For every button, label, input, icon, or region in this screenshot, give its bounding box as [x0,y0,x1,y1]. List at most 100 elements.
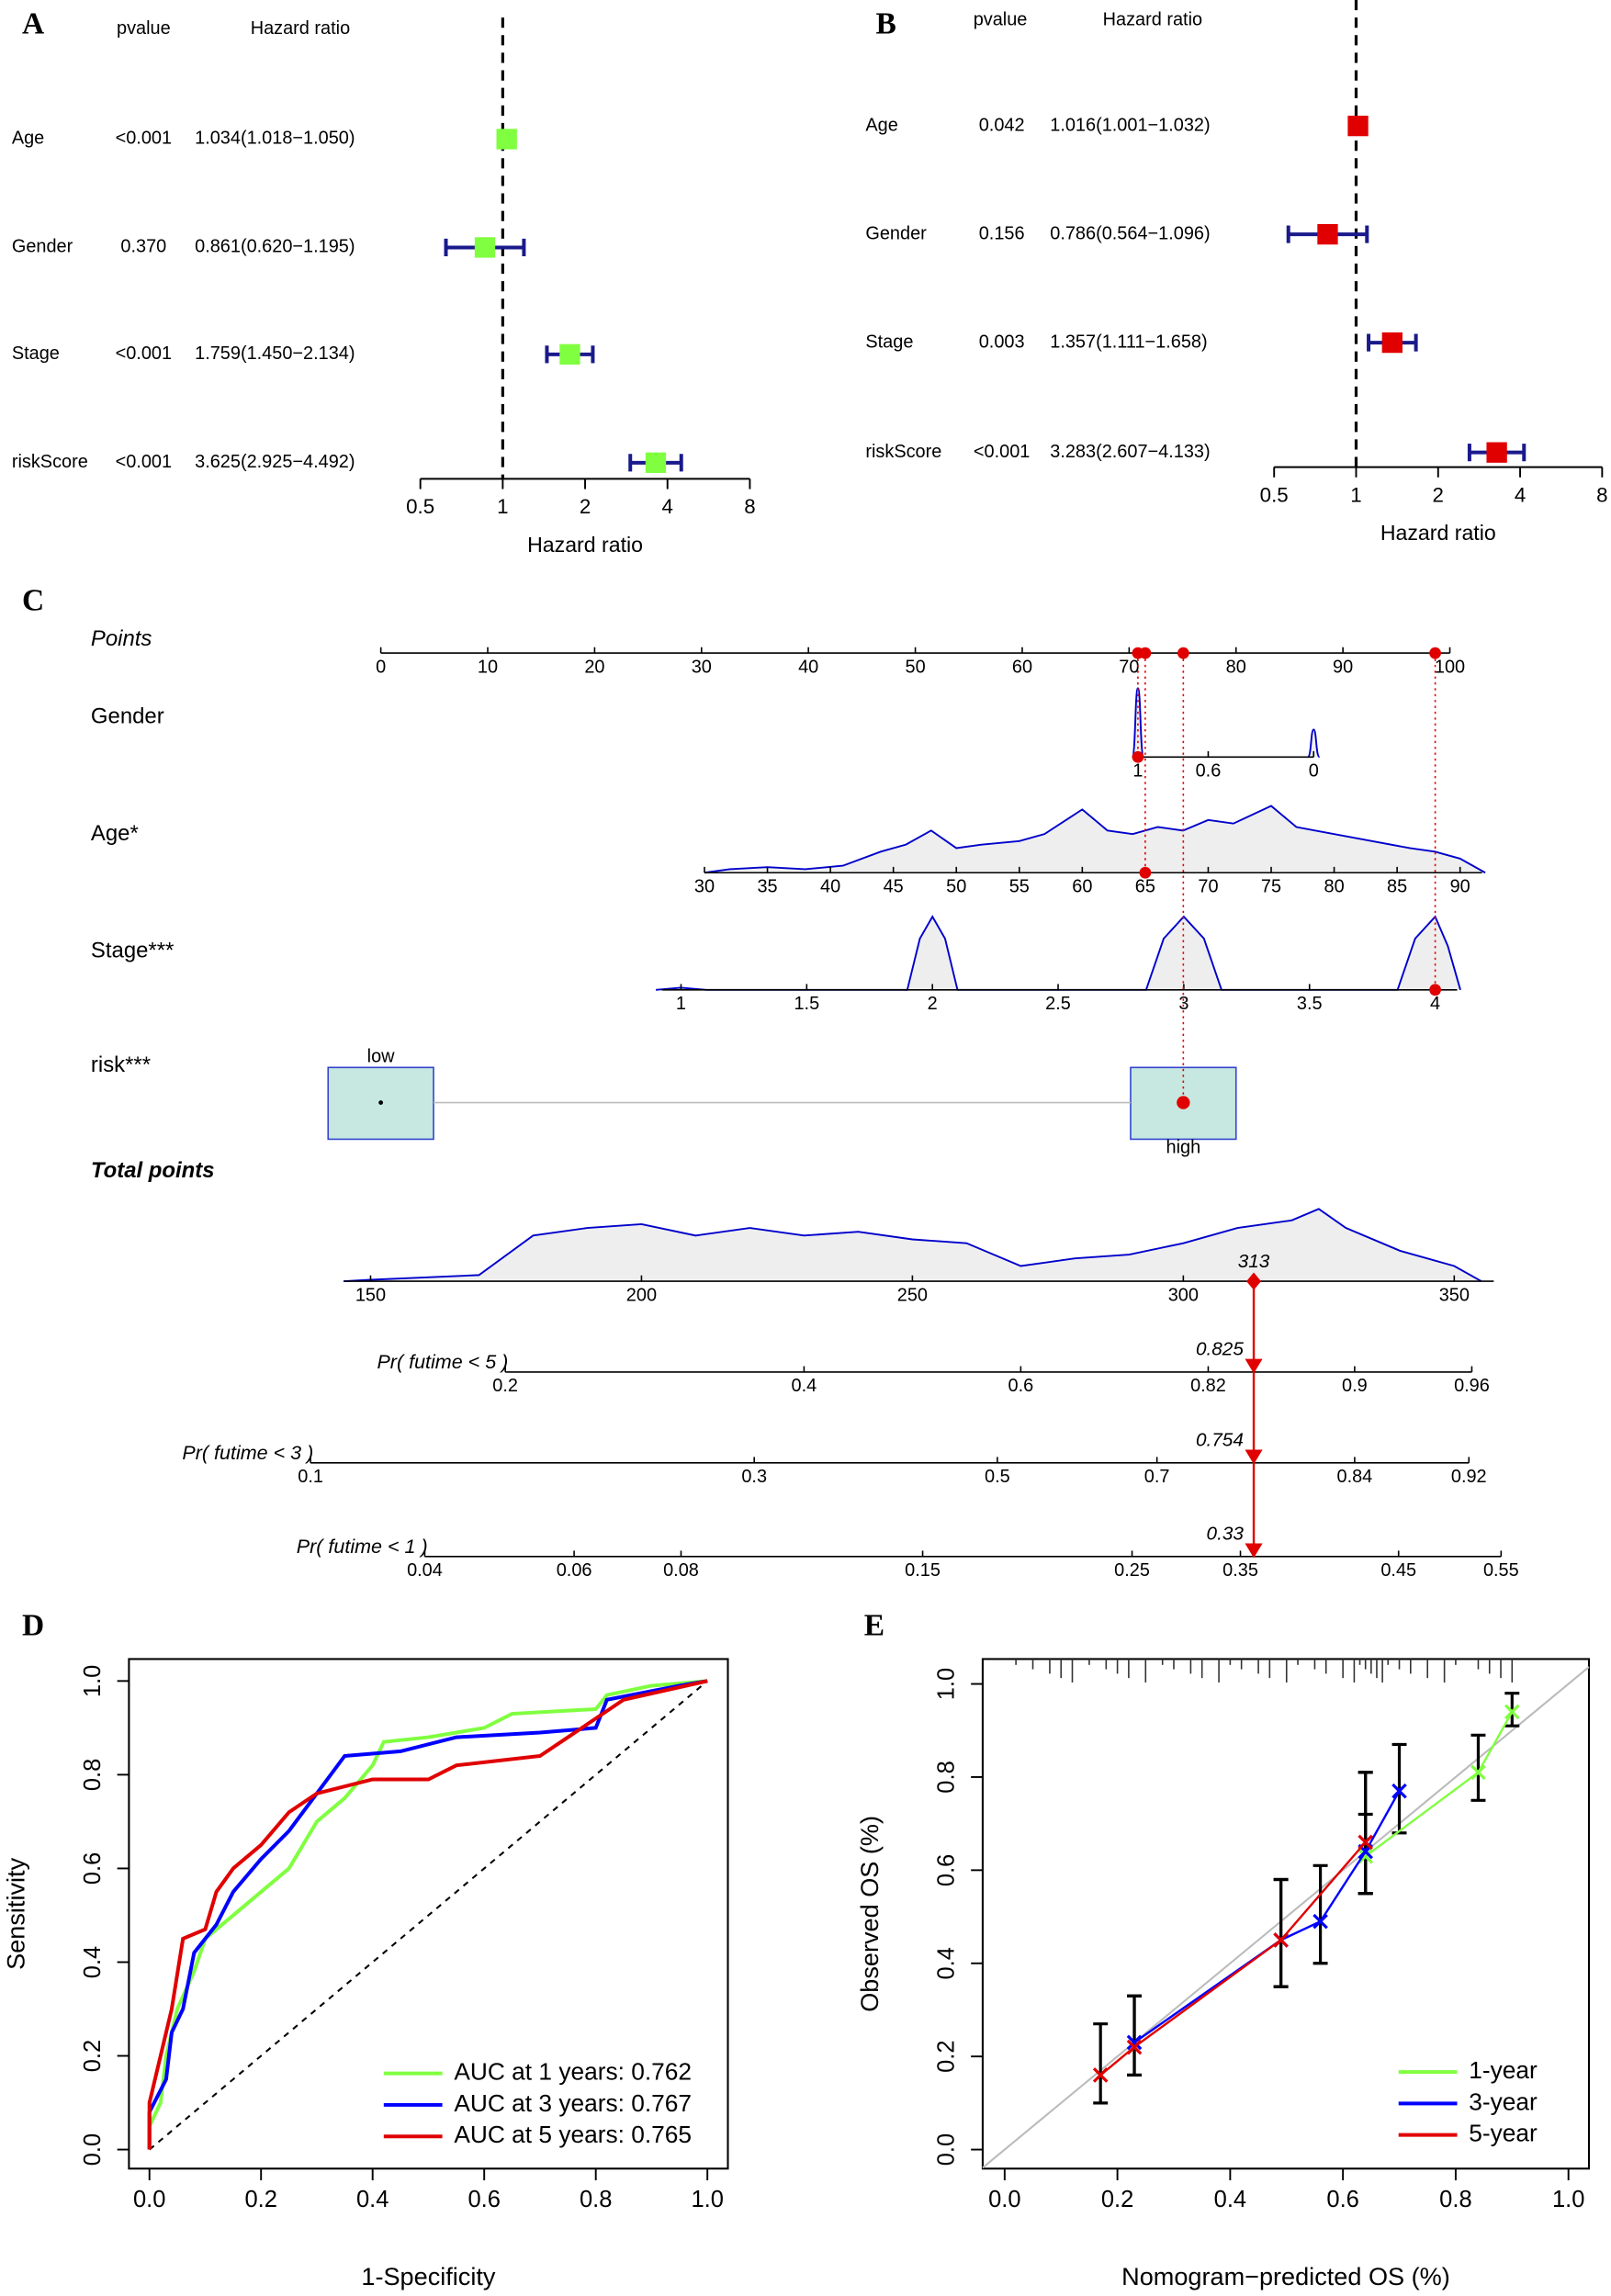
axis-tick-label: 65 [1135,876,1155,896]
axis-tick-label: 0.45 [1380,1560,1416,1581]
y-tick-label: 0.4 [80,1946,106,1978]
p-value: 0.156 [979,223,1025,243]
row-label: Stage [865,332,913,352]
axis-tick-label: 0.35 [1222,1560,1258,1581]
axis-tick-label: 70 [1119,657,1139,677]
x-tick-label: 0.6 [468,2187,500,2212]
row-label: Gender [865,223,927,243]
calibration-line [1133,1790,1401,2043]
x-tick-label: 0.2 [244,2187,276,2212]
axis-tick-label: 0 [1309,761,1319,782]
row-label: Pr( futime < 1 ) [297,1536,428,1558]
calibration-point [1126,2034,1143,2051]
axis-tick-label: 60 [1072,876,1092,896]
axis-tick-label: 20 [584,657,604,677]
roc-curve [147,1679,708,2150]
row-label: Age* [91,821,139,846]
x-tick-label: 4 [1515,483,1526,506]
y-tick-label: 1.0 [80,1665,106,1697]
axis-tick-label: 0.96 [1454,1376,1490,1396]
calibration-point [1358,1848,1373,1864]
hazard-square [1381,332,1403,354]
axis-tick-label: 0.25 [1114,1560,1150,1581]
category-label: low [367,1046,395,1066]
axis-tick-label: 0.82 [1190,1376,1226,1396]
y-tick-label: 0.2 [80,2040,106,2072]
axis-tick-label: 0.04 [407,1560,443,1581]
hazard-ratio-label: 1.034(1.018−1.050) [195,129,355,149]
column-header: pvalue [117,18,171,39]
p-value: 0.003 [979,332,1025,352]
row-label: Age [865,115,897,135]
axis-tick-label: 0.6 [1196,761,1222,782]
hazard-square [1347,115,1369,137]
selected-point [1132,750,1144,763]
axis-tick-label: 0.3 [741,1467,767,1487]
hazard-square [559,343,580,366]
x-axis-label: Hazard ratio [527,533,643,557]
axis-tick-label: 35 [757,876,777,896]
axis-tick-label: 10 [478,657,498,677]
density-outline [704,805,1486,874]
y-tick-label: 0.8 [80,1759,106,1791]
axis-tick-label: 0.4 [792,1376,817,1396]
legend-label: AUC at 1 years: 0.762 [454,2058,692,2086]
x-tick-label: 2 [580,495,591,518]
panel-letter: C [22,584,44,618]
panel-letter: B [876,6,896,40]
x-tick-label: 0.0 [133,2187,165,2212]
x-tick-label: 1 [497,495,508,518]
axis-tick-label: 30 [694,876,715,896]
axis-tick-label: 3 [1178,994,1189,1014]
axis-tick-label: 75 [1261,876,1281,896]
x-tick-label: 0.2 [1101,2187,1133,2212]
row-label: Gender [91,704,164,729]
roc-curve [147,1679,708,2150]
legend-label: AUC at 3 years: 0.767 [454,2089,692,2117]
p-value: <0.001 [116,129,172,149]
axis-tick-label: 0.84 [1337,1467,1373,1487]
x-tick-label: 0.6 [1326,2187,1358,2212]
axis-tick-label: 0.2 [492,1376,518,1396]
axis-tick-label: 4 [1430,994,1440,1014]
x-axis-label: 1-Specificity [361,2262,496,2290]
x-tick-label: 1.0 [691,2187,723,2212]
axis-tick-label: 45 [884,876,904,896]
plot-frame [128,1658,729,2170]
row-label: risk*** [91,1052,151,1077]
axis-tick-label: 2.5 [1045,994,1071,1014]
row-label: Pr( futime < 3 ) [182,1442,313,1464]
probability-label: 0.754 [1196,1429,1244,1450]
row-label: Age [12,129,44,149]
y-tick-label: 0.4 [933,1947,959,1979]
hazard-square [496,129,517,150]
x-axis-label: Hazard ratio [1380,521,1496,545]
axis-tick-label: 40 [820,876,840,896]
y-tick-label: 0.0 [933,2133,959,2166]
x-tick-label: 0.4 [356,2187,389,2212]
hazard-square [645,452,667,473]
density-outline [655,915,1461,991]
axis-tick-label: 55 [1009,876,1030,896]
hazard-square [1486,442,1507,463]
panel-letter: E [864,1609,884,1643]
row-label: riskScore [865,442,941,462]
hazard-ratio-label: 3.625(2.925−4.492) [195,452,355,472]
hazard-ratio-label: 1.357(1.111−1.658) [1050,332,1207,352]
column-header: pvalue [974,10,1028,30]
axis-tick-label: 90 [1333,657,1353,677]
calibration-point [1273,1932,1289,1948]
legend-label: 1-year [1469,2056,1538,2084]
axis-tick-label: 0.06 [557,1560,592,1581]
row-label: Stage [12,343,60,364]
category-point [378,1100,384,1105]
y-tick-label: 0.6 [933,1854,959,1886]
density-spike [1306,728,1321,759]
calibration-point [1358,1834,1373,1851]
calibration-point [1391,1783,1407,1799]
x-tick-label: 8 [744,495,755,518]
x-tick-label: 4 [662,495,673,518]
hazard-square [1317,223,1338,245]
legend-label: 3-year [1469,2088,1538,2115]
